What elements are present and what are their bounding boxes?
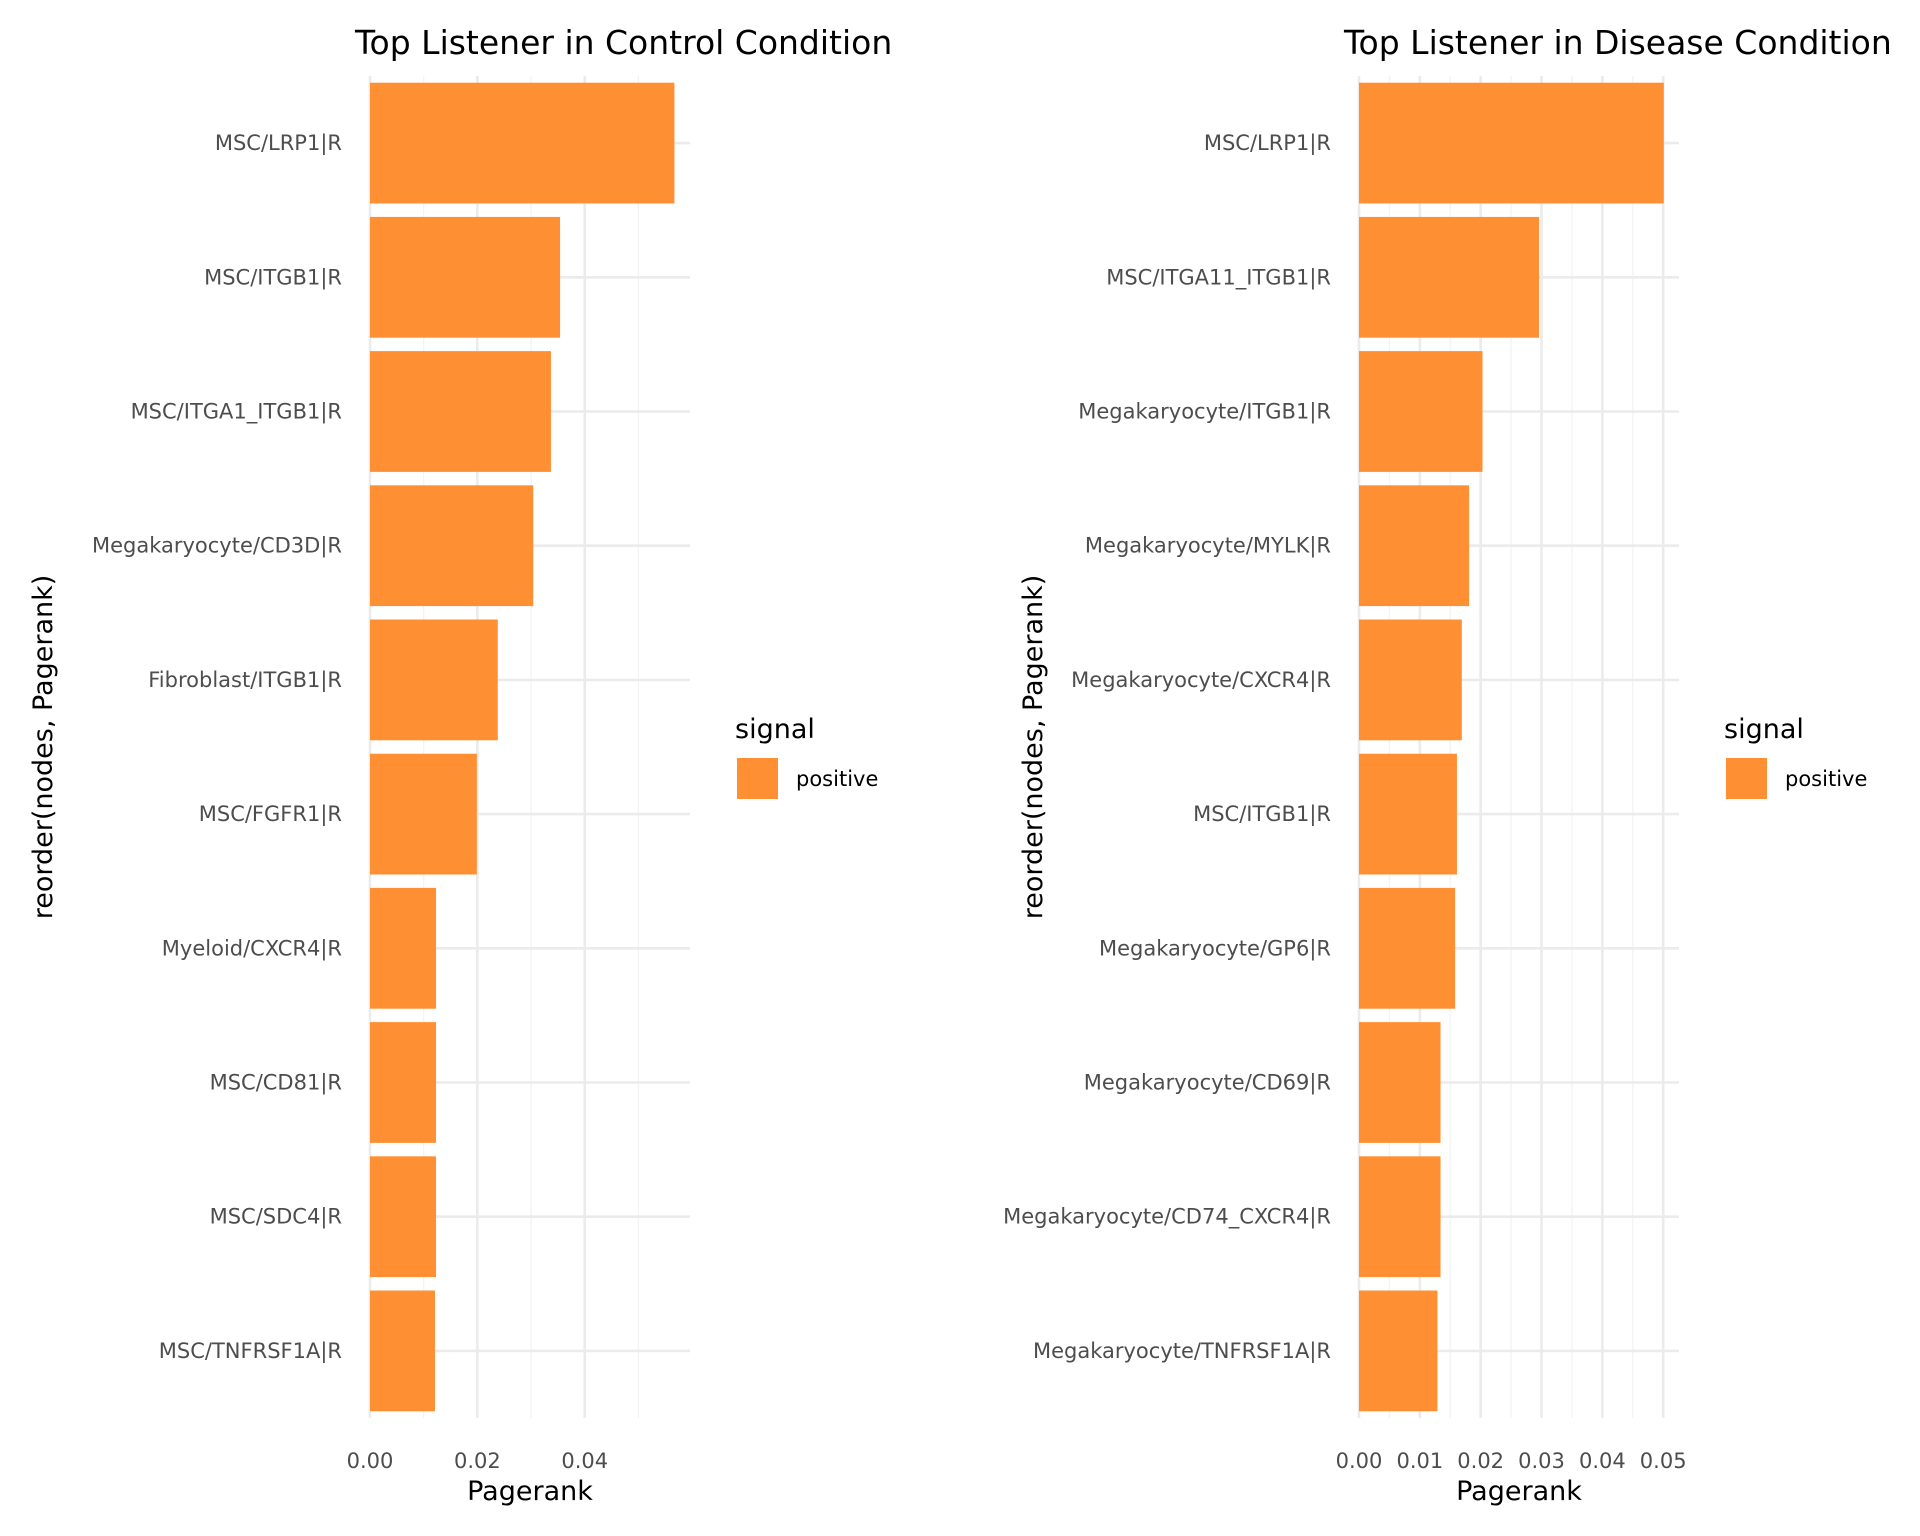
y-tick-label: MSC/FGFR1|R (199, 802, 342, 827)
y-tick-label: Megakaryocyte/ITGB1|R (1078, 400, 1331, 425)
bar-6 (370, 753, 477, 875)
y-tick-label: MSC/LRP1|R (1204, 131, 1331, 156)
x-tick-label: 0.00 (1336, 1449, 1383, 1473)
chart-title: Top Listener in Disease Condition (1343, 23, 1892, 62)
x-tick-label: 0.01 (1396, 1449, 1443, 1473)
bar-3 (370, 351, 551, 472)
legend-title: signal (1724, 714, 1804, 745)
bar-7 (370, 887, 437, 1009)
chart-panel-2: MSC/LRP1|R MSC/ITGA11_ITGB1|R Megakaryocyt… (1003, 23, 1892, 1507)
bar-5 (1359, 619, 1462, 741)
y-tick-label: Megakaryocyte/CD69|R (1084, 1071, 1331, 1096)
bar-9 (1359, 1156, 1441, 1278)
bar-7 (1359, 887, 1456, 1009)
legend-label: positive (796, 767, 878, 791)
legend-swatch (737, 758, 778, 799)
legend-title: signal (735, 714, 815, 745)
bar-2 (370, 216, 561, 338)
x-axis-title: Pagerank (1456, 1476, 1582, 1507)
legend: signal positive (735, 714, 878, 799)
y-tick-label: MSC/ITGA1_ITGB1|R (131, 400, 342, 425)
bar-8 (370, 1022, 437, 1143)
bar-4 (370, 485, 534, 607)
y-tick-label: MSC/CD81|R (210, 1071, 342, 1096)
chart-panel-1: MSC/LRP1|R MSC/ITGB1|R MSC/ITGA1_ITGB1|R Me… (28, 23, 892, 1507)
y-tick-label: Megakaryocyte/CD3D|R (92, 534, 342, 559)
y-tick-label: Megakaryocyte/CXCR4|R (1071, 668, 1331, 693)
y-tick-label: Megakaryocyte/TNFRSF1A|R (1033, 1339, 1331, 1364)
y-tick-label: MSC/ITGA11_ITGB1|R (1106, 265, 1331, 290)
bar-2 (1359, 216, 1540, 338)
x-tick-label: 0.02 (454, 1449, 501, 1473)
bar-5 (370, 619, 498, 741)
x-axis-title: Pagerank (467, 1476, 593, 1507)
y-axis-title: reorder(nodes, Pagerank) (1018, 575, 1049, 920)
y-axis-title: reorder(nodes, Pagerank) (28, 575, 59, 920)
x-tick-label: 0.02 (1457, 1449, 1504, 1473)
bar-4 (1359, 485, 1470, 607)
y-tick-label: MSC/SDC4|R (210, 1205, 342, 1230)
y-tick-label: MSC/ITGB1|R (1193, 802, 1331, 827)
bar-10 (370, 1290, 435, 1412)
x-tick-label: 0.03 (1518, 1449, 1565, 1473)
legend-swatch (1726, 758, 1767, 799)
y-tick-label: MSC/TNFRSF1A|R (159, 1339, 342, 1364)
chart-title: Top Listener in Control Condition (354, 23, 892, 62)
x-tick-label: 0.04 (1579, 1449, 1626, 1473)
bar-1 (1359, 82, 1664, 204)
x-tick-label: 0.04 (561, 1449, 608, 1473)
y-tick-label: MSC/ITGB1|R (204, 265, 342, 290)
y-tick-label: Myeloid/CXCR4|R (162, 936, 342, 961)
y-tick-label: Megakaryocyte/GP6|R (1099, 936, 1331, 961)
x-tick-label: 0.05 (1640, 1449, 1687, 1473)
x-tick-label: 0.00 (347, 1449, 394, 1473)
legend-label: positive (1785, 767, 1867, 791)
y-tick-label: MSC/LRP1|R (215, 131, 342, 156)
legend: signal positive (1724, 714, 1867, 799)
bar-6 (1359, 753, 1457, 875)
y-tick-label: Fibroblast/ITGB1|R (148, 668, 342, 693)
bar-9 (370, 1156, 437, 1278)
bar-8 (1359, 1022, 1441, 1143)
bar-10 (1359, 1290, 1438, 1412)
bar-1 (370, 82, 675, 204)
y-tick-label: Megakaryocyte/CD74_CXCR4|R (1003, 1205, 1331, 1230)
bar-3 (1359, 351, 1483, 472)
y-tick-label: Megakaryocyte/MYLK|R (1085, 534, 1331, 559)
